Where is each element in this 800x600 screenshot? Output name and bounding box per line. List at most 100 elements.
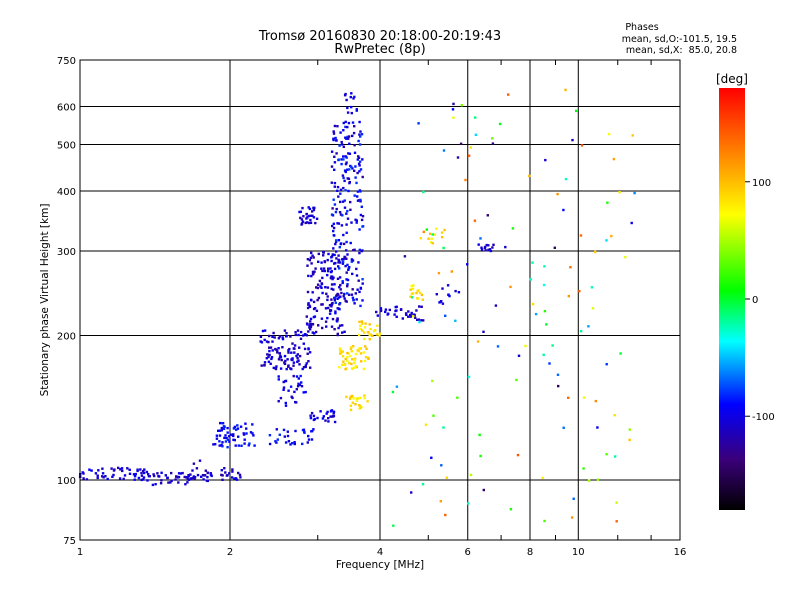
data-point	[239, 476, 242, 479]
data-point	[343, 206, 347, 209]
data-point	[303, 431, 306, 434]
data-point	[221, 445, 224, 448]
data-point	[467, 154, 471, 157]
data-point	[348, 152, 352, 155]
data-point	[294, 429, 297, 433]
data-point	[236, 427, 240, 430]
data-point	[420, 319, 423, 322]
data-point	[354, 403, 357, 406]
data-point	[350, 350, 353, 353]
data-point	[334, 136, 337, 140]
data-point	[333, 185, 336, 188]
data-point	[360, 133, 364, 136]
data-point	[133, 478, 136, 481]
data-point	[279, 367, 283, 370]
data-point	[120, 467, 124, 470]
data-point	[269, 346, 273, 349]
data-point	[140, 478, 143, 482]
data-point	[485, 243, 488, 247]
data-point	[271, 340, 274, 343]
data-point	[311, 331, 314, 334]
data-point	[479, 237, 482, 240]
data-point	[307, 434, 310, 438]
data-point	[542, 283, 546, 287]
data-point	[624, 255, 627, 259]
data-point	[333, 267, 337, 271]
data-point	[375, 310, 378, 314]
data-point	[376, 314, 379, 317]
data-point	[111, 475, 114, 478]
data-point	[304, 364, 307, 367]
data-point	[329, 415, 332, 418]
data-point	[359, 406, 362, 409]
data-point	[487, 248, 490, 252]
data-point	[337, 239, 341, 242]
data-point	[334, 210, 338, 214]
data-point	[358, 143, 362, 146]
data-point	[299, 374, 302, 378]
data-point	[339, 288, 342, 291]
data-point	[336, 320, 339, 323]
data-point	[206, 475, 209, 479]
colorbar-tick-label: 0	[752, 295, 758, 306]
data-point	[306, 323, 309, 326]
data-point	[440, 231, 444, 234]
data-point	[347, 135, 351, 138]
data-point	[279, 356, 283, 359]
data-point	[220, 426, 223, 430]
data-point	[112, 473, 115, 477]
data-point	[333, 296, 337, 299]
data-point	[298, 346, 301, 349]
data-point	[543, 265, 546, 268]
data-point	[575, 109, 578, 113]
data-point	[351, 296, 355, 299]
data-point	[307, 206, 310, 209]
data-point	[284, 404, 288, 407]
data-point	[460, 104, 463, 107]
data-point	[305, 217, 308, 220]
data-point	[343, 179, 346, 183]
data-point	[310, 299, 313, 302]
data-point	[368, 333, 371, 337]
data-point	[317, 260, 320, 263]
data-point	[359, 304, 362, 308]
data-point	[339, 242, 342, 246]
data-point	[579, 234, 583, 237]
data-point	[545, 323, 548, 326]
data-point	[278, 433, 281, 436]
data-point	[336, 189, 339, 192]
data-point	[291, 358, 294, 362]
data-point	[414, 316, 417, 319]
data-point	[315, 309, 319, 312]
data-point	[359, 190, 362, 193]
data-point	[388, 308, 391, 312]
data-point	[315, 217, 319, 220]
data-point	[200, 475, 203, 478]
data-point	[324, 286, 327, 289]
x-tick-label: 8	[527, 547, 533, 558]
data-point	[356, 397, 359, 400]
data-point	[272, 331, 275, 335]
data-point	[298, 210, 301, 214]
data-point	[438, 301, 441, 304]
data-point	[359, 347, 362, 350]
data-point	[358, 164, 361, 167]
data-point	[349, 395, 352, 398]
data-point	[354, 292, 357, 295]
data-point	[110, 467, 113, 470]
data-point	[268, 346, 271, 349]
data-point	[223, 436, 226, 440]
data-point	[572, 497, 575, 500]
data-point	[321, 291, 324, 295]
data-point	[371, 334, 374, 337]
data-point	[302, 428, 306, 431]
data-point	[286, 434, 290, 438]
data-point	[206, 471, 209, 475]
data-point	[356, 288, 359, 291]
data-point	[351, 345, 355, 348]
data-point	[478, 433, 481, 437]
data-point	[326, 295, 329, 298]
data-point	[336, 333, 339, 337]
data-point	[344, 125, 347, 129]
data-point	[333, 262, 336, 265]
